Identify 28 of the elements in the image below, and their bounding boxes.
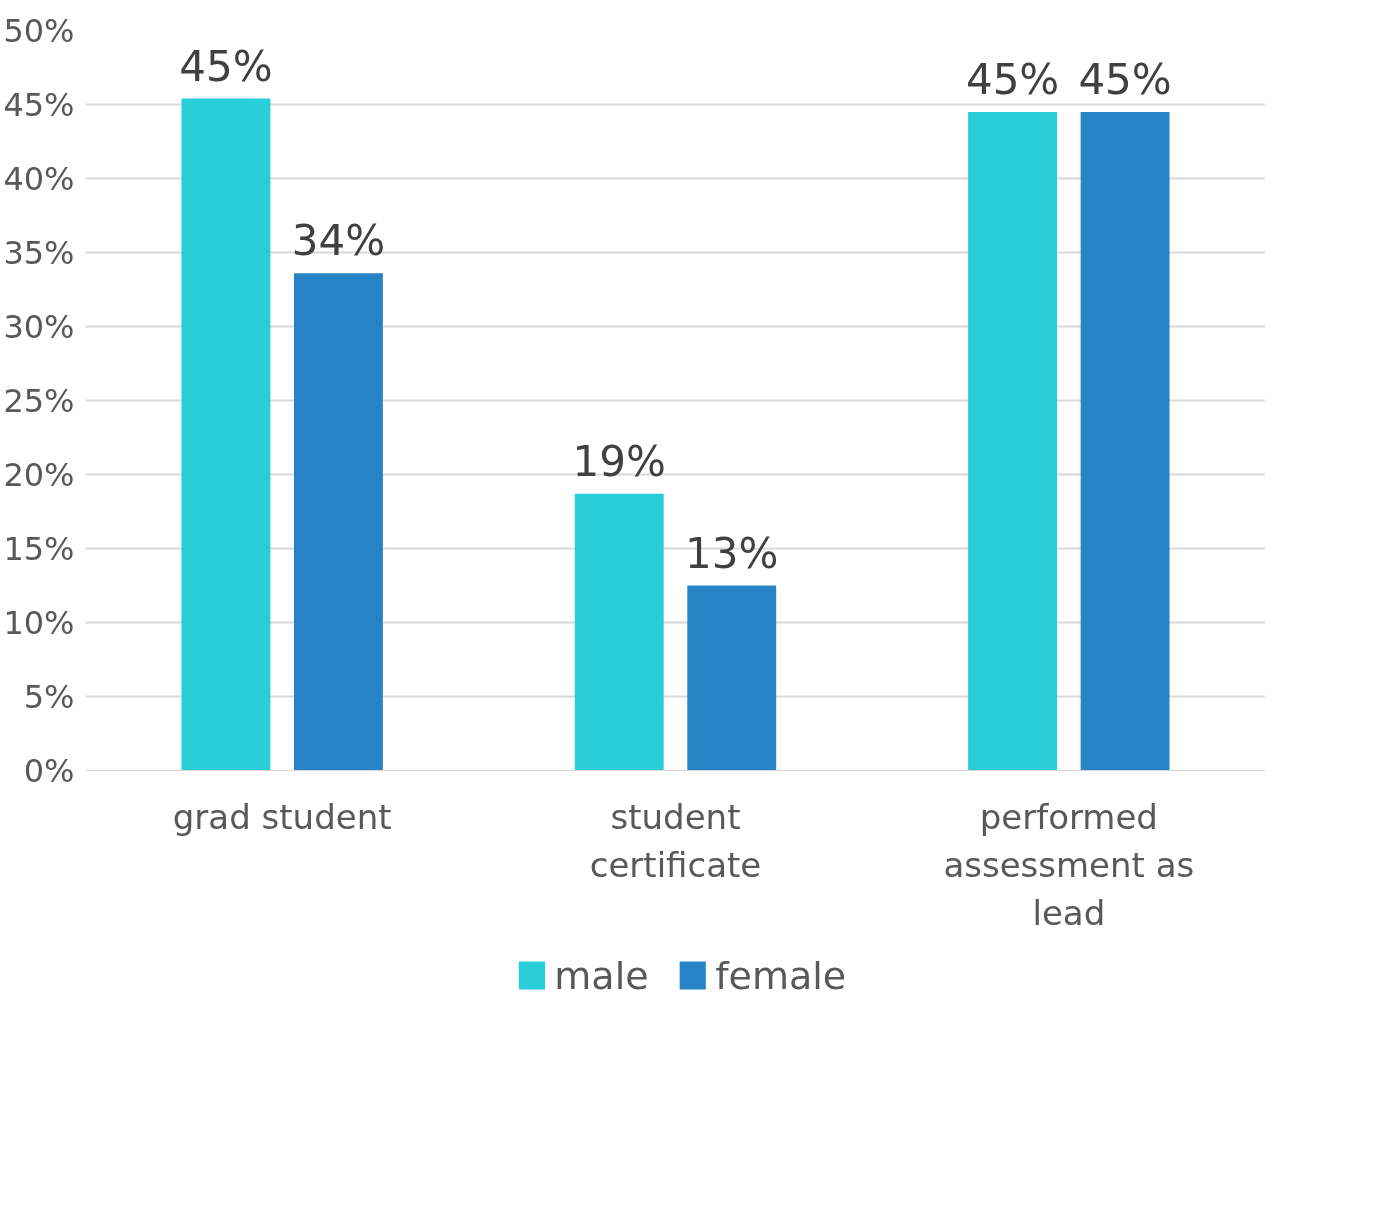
bar <box>293 273 383 771</box>
bar <box>574 493 664 771</box>
data-label: 45% <box>965 54 1060 104</box>
y-tick-label: 50% <box>3 11 75 50</box>
y-tick-label: 20% <box>3 455 75 494</box>
x-tick-label: performed assessment as lead <box>943 796 1195 933</box>
y-tick-label: 25% <box>3 381 75 420</box>
legend-label: male <box>554 953 649 998</box>
y-tick-label: 10% <box>3 603 75 642</box>
y-tick-label: 35% <box>3 233 75 272</box>
bar <box>968 111 1058 771</box>
bar <box>1080 111 1170 771</box>
data-label: 45% <box>179 41 273 91</box>
x-tick-label: student certificate <box>589 796 762 885</box>
data-label: 13% <box>685 528 779 578</box>
legend-label: female <box>715 953 847 998</box>
data-label: 19% <box>572 436 666 486</box>
y-tick-label: 0% <box>23 751 75 790</box>
y-tick-label: 40% <box>3 159 75 198</box>
data-label: 45% <box>1078 54 1172 104</box>
bar <box>181 98 271 771</box>
y-tick-label: 30% <box>3 307 75 346</box>
data-label: 34% <box>291 216 386 266</box>
bar <box>687 585 777 771</box>
y-tick-label: 45% <box>3 85 75 124</box>
y-tick-label: 15% <box>3 529 75 568</box>
y-tick-label: 5% <box>23 677 75 716</box>
x-tick-label: grad student <box>172 796 392 837</box>
